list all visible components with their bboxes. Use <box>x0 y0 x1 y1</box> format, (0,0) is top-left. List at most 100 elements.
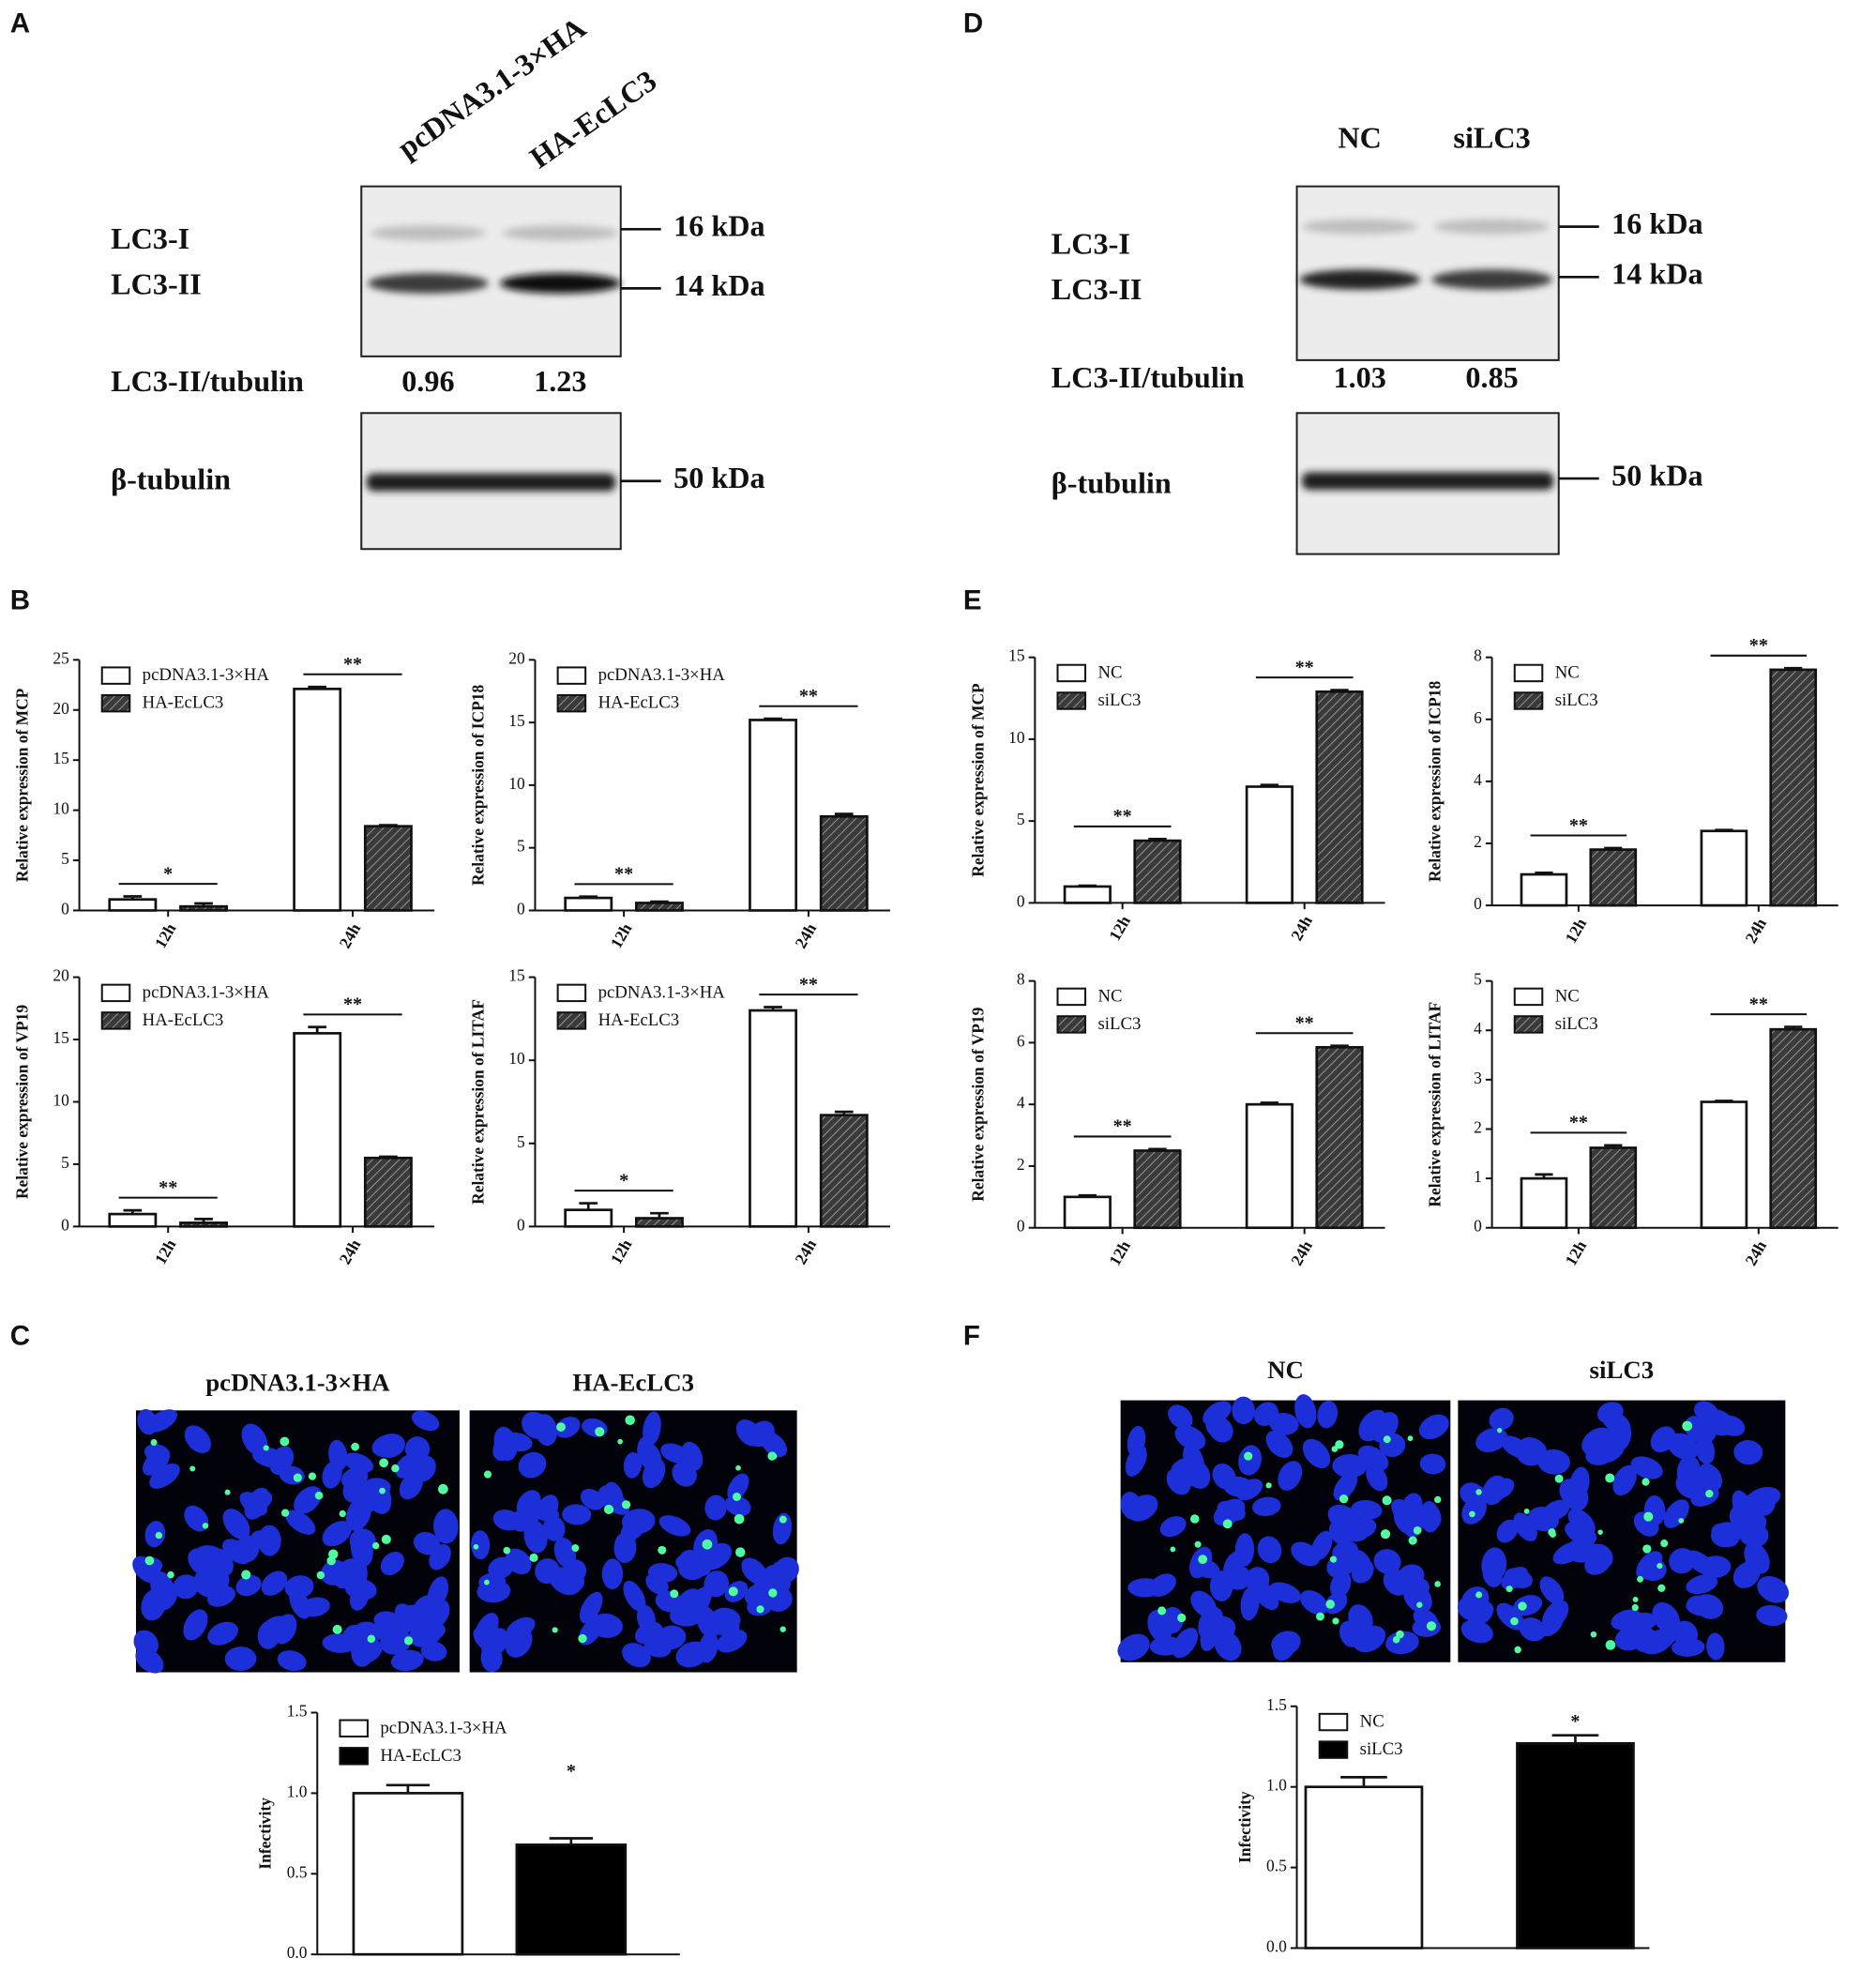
ratio-label: LC3-II/tubulin <box>1051 360 1245 394</box>
y-axis-label: Relative expression of VP19 <box>968 1007 987 1201</box>
bar <box>1133 839 1182 904</box>
bar <box>352 1792 464 1956</box>
panel-label: E <box>963 584 982 615</box>
virus-dot <box>658 1545 667 1555</box>
nucleus <box>724 1495 751 1517</box>
y-tick-label: 3 <box>1474 1069 1482 1087</box>
virus-dot <box>617 1438 623 1445</box>
legend-swatch <box>339 1747 369 1766</box>
virus-dot <box>1434 1495 1442 1504</box>
error-bar <box>1535 1173 1553 1179</box>
nucleus <box>1235 1479 1263 1501</box>
nucleus <box>433 1509 459 1544</box>
nucleus <box>488 1556 514 1580</box>
legend-label: pcDNA3.1-3×HA <box>380 1718 507 1737</box>
virus-dot <box>1325 1600 1336 1609</box>
nucleus <box>413 1531 441 1555</box>
significance: * <box>619 1170 628 1191</box>
virus-dot <box>1660 1540 1669 1548</box>
virus-dot <box>734 1513 745 1525</box>
nucleus <box>349 1585 370 1611</box>
legend-label: siLC3 <box>1097 1014 1141 1034</box>
legend-label: NC <box>1555 986 1580 1006</box>
nucleus <box>1694 1401 1719 1423</box>
virus-dot <box>339 1509 346 1518</box>
nucleus <box>1214 1631 1242 1661</box>
y-tick-label: 2 <box>1474 1117 1482 1136</box>
nucleus <box>289 1587 310 1619</box>
virus-dot <box>595 1427 605 1437</box>
nucleus <box>1686 1574 1718 1595</box>
virus-dot <box>316 1570 325 1580</box>
nucleus <box>1291 1541 1321 1567</box>
nucleus <box>1327 1504 1360 1532</box>
virus-dot <box>1316 1612 1324 1621</box>
virus-dot <box>621 1500 631 1509</box>
virus-dot <box>1554 1474 1564 1483</box>
nucleus <box>553 1568 584 1594</box>
significance: ** <box>159 1177 177 1198</box>
virus-dot <box>1332 1617 1339 1625</box>
nucleus <box>480 1628 509 1657</box>
y-tick-label: 8 <box>1017 970 1025 989</box>
significance: * <box>1570 1711 1580 1732</box>
nucleus <box>1159 1516 1187 1538</box>
nucleus <box>1539 1576 1565 1605</box>
error-bar <box>1551 1734 1599 1744</box>
y-tick-label: 15 <box>53 1028 69 1047</box>
virus-dot <box>280 1436 290 1447</box>
y-tick-label: 4 <box>1474 770 1482 789</box>
error-bar <box>1715 828 1733 832</box>
nucleus <box>1519 1617 1546 1642</box>
nucleus <box>1127 1494 1158 1522</box>
y-tick-label: 0.0 <box>287 1943 308 1962</box>
y-tick-label: 0 <box>1474 894 1482 913</box>
y-tick-label: 2 <box>1017 1155 1025 1174</box>
nucleus <box>366 1480 392 1514</box>
virus-dot <box>1194 1540 1202 1548</box>
ratio-label: LC3-II/tubulin <box>111 364 304 398</box>
nucleus <box>1209 1570 1233 1601</box>
virus-dot <box>379 1458 389 1468</box>
error-bar <box>549 1837 594 1845</box>
nucleus <box>1513 1595 1543 1616</box>
virus-dot <box>779 1626 786 1632</box>
y-tick-label: 5 <box>517 837 525 856</box>
error-bar <box>386 1783 431 1794</box>
nucleus <box>601 1558 624 1590</box>
nucleus <box>1300 1590 1328 1616</box>
y-axis-label: Relative expression of LITAF <box>468 999 487 1205</box>
nucleus <box>1706 1632 1725 1661</box>
image-title: HA-EcLC3 <box>572 1369 694 1397</box>
virus-dot <box>1678 1518 1685 1524</box>
nucleus <box>1418 1414 1449 1440</box>
ratio-value: 0.96 <box>401 364 454 398</box>
virus-dot <box>670 1589 679 1599</box>
nucleus <box>1204 1405 1226 1436</box>
error-bar <box>1715 1100 1733 1102</box>
legend-label: pcDNA3.1-3×HA <box>143 982 270 1002</box>
nucleus <box>696 1605 719 1639</box>
band <box>1301 219 1418 235</box>
virus-dot <box>556 1422 566 1432</box>
bar <box>1516 1741 1635 1949</box>
bar <box>363 825 413 912</box>
y-tick-label: 5 <box>517 1132 525 1151</box>
virus-dot <box>1413 1525 1422 1535</box>
nucleus <box>1757 1575 1790 1603</box>
bar <box>515 1843 628 1956</box>
virus-dot <box>1335 1440 1344 1449</box>
panel-label: D <box>963 8 983 39</box>
nucleus <box>1675 1473 1704 1499</box>
y-tick-label: 1.0 <box>287 1782 308 1800</box>
virus-dot <box>1605 1640 1616 1650</box>
significance: ** <box>1569 1113 1588 1133</box>
nucleus <box>1467 1600 1494 1626</box>
band <box>366 473 616 492</box>
error-bar <box>1535 872 1553 875</box>
bar <box>179 1221 228 1228</box>
nucleus <box>527 1499 560 1523</box>
nucleus <box>1245 1567 1270 1593</box>
legend-swatch <box>1318 1712 1349 1732</box>
virus-dot <box>1396 1630 1404 1639</box>
